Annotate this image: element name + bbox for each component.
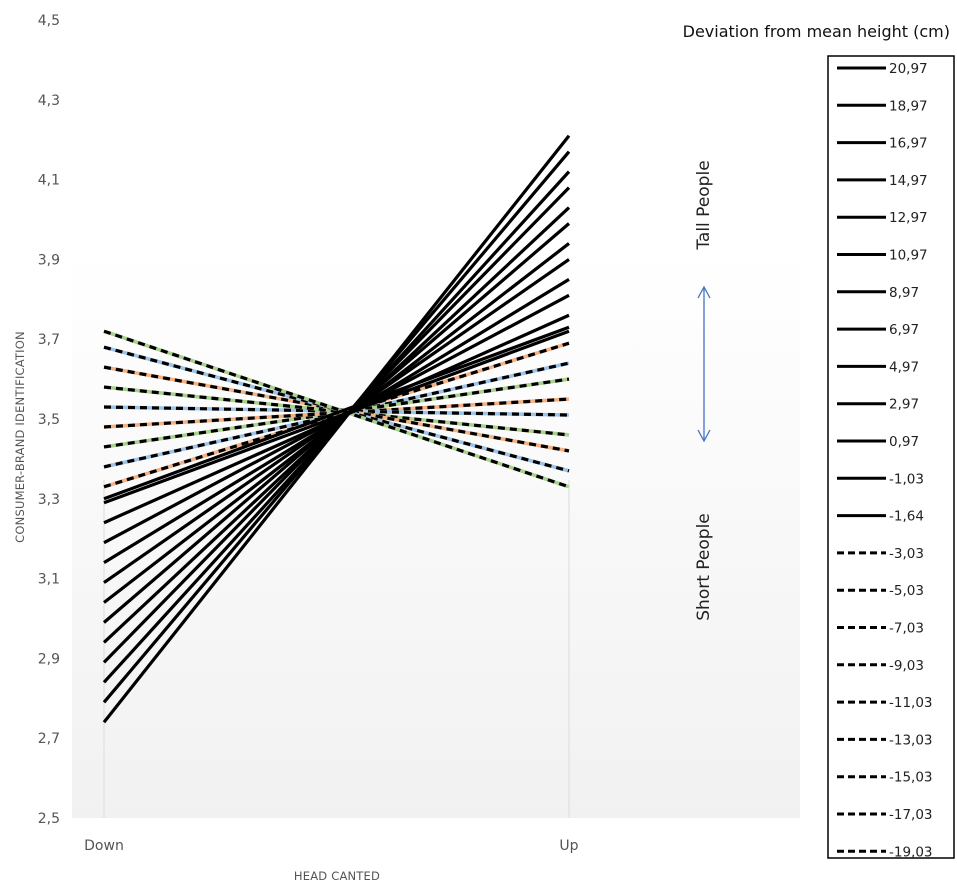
y-tick-label: 2,9	[38, 651, 60, 667]
x-tick-label: Up	[559, 838, 578, 854]
series-line	[103, 325, 570, 501]
series-line	[103, 313, 570, 525]
y-tick-label: 2,5	[38, 811, 60, 827]
y-tick-label: 3,5	[38, 412, 60, 428]
x-tick-label: Down	[84, 838, 124, 854]
double-arrow-icon	[697, 285, 711, 443]
y-axis: 2,5 2,7 2,9 3,1 3,3 3,5 3,7 3,9 4,1 4,3 4,5	[38, 13, 60, 827]
legend-label: 10,97	[889, 248, 928, 264]
legend-label: 8,97	[889, 285, 919, 301]
series-line	[103, 242, 570, 604]
series-lines	[102, 134, 571, 724]
legend-label: -3,03	[889, 546, 924, 562]
y-tick-label: 3,1	[38, 572, 60, 588]
annotation-short-people: Short People	[694, 513, 714, 621]
arrow-head-up	[697, 285, 711, 299]
legend-label: 6,97	[889, 322, 919, 338]
x-axis: Down Up	[84, 480, 579, 854]
y-tick-label: 3,7	[38, 332, 60, 348]
y-tick-label: 3,3	[38, 492, 60, 508]
y-tick-label: 3,9	[38, 252, 60, 268]
plot-area	[72, 250, 800, 818]
legend-label: -17,03	[889, 807, 933, 823]
legend-label: -1,64	[889, 509, 924, 525]
legend-label: 4,97	[889, 359, 919, 375]
series-line	[103, 277, 570, 565]
legend-label: -1,03	[889, 471, 924, 487]
legend-label: 12,97	[889, 210, 928, 226]
x-axis-title: HEAD CANTED	[294, 869, 380, 883]
y-tick-label: 2,7	[38, 731, 60, 747]
legend-label: -7,03	[889, 621, 924, 637]
y-tick-label: 4,3	[38, 93, 60, 109]
series-line	[103, 365, 570, 453]
series-line	[103, 329, 570, 489]
legend-label: -15,03	[889, 770, 933, 786]
series-line	[103, 385, 570, 437]
arrow-head-down	[697, 429, 711, 443]
legend-label: 20,97	[889, 61, 928, 77]
legend-label: -19,03	[889, 844, 933, 860]
legend-label: 2,97	[889, 397, 919, 413]
legend-label: -13,03	[889, 732, 933, 748]
legend: 20,97 18,97 16,97 14,97 12,97 10,97 8,97 6,97 4,…	[837, 61, 933, 860]
legend-label: 0,97	[889, 434, 919, 450]
series-line	[103, 329, 570, 505]
legend-label: 16,97	[889, 136, 928, 152]
legend-label: -9,03	[889, 658, 924, 674]
y-axis-title: CONSUMER-BRAND IDENTIFICATION	[13, 331, 27, 543]
annotation-tall-people: Tall People	[694, 160, 714, 250]
series-line	[103, 361, 570, 469]
y-tick-label: 4,5	[38, 13, 60, 29]
legend-label: 14,97	[889, 173, 928, 189]
legend-label: -11,03	[889, 695, 933, 711]
y-tick-label: 4,1	[38, 173, 60, 189]
legend-label: 18,97	[889, 98, 928, 114]
legend-box	[827, 55, 955, 859]
legend-label: -5,03	[889, 583, 924, 599]
legend-title: Deviation from mean height (cm)	[683, 22, 950, 41]
